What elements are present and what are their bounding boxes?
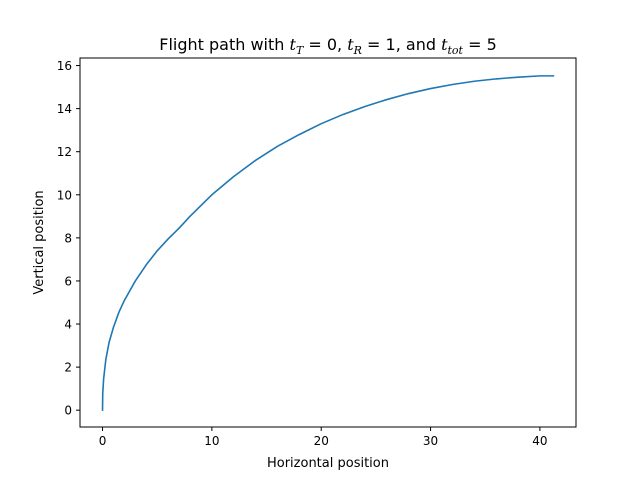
y-axis-label: Vertical position — [32, 190, 47, 294]
y-tick-label: 16 — [57, 59, 72, 73]
y-tick-label: 6 — [64, 274, 72, 288]
x-axis-label: Horizontal position — [267, 456, 389, 471]
y-axis-ticks: 0 2 4 6 8 10 12 14 16 — [57, 59, 80, 418]
title-equation: = 1, and — [362, 35, 441, 54]
title-subscript: T — [296, 44, 305, 57]
plot-area-frame — [79, 57, 577, 428]
title-text: Flight path with — [159, 35, 289, 54]
y-tick-label: 2 — [64, 361, 72, 375]
y-tick-label: 10 — [57, 188, 72, 202]
series-line-0 — [101, 75, 555, 412]
x-tick-label: 0 — [99, 434, 107, 448]
chart-title: Flight path with tT = 0, tR = 1, and tto… — [159, 35, 497, 57]
title-variable: t — [290, 35, 297, 54]
y-tick-label: 8 — [64, 231, 72, 245]
x-axis-ticks: 0 10 20 30 40 — [99, 427, 548, 448]
plot-line-layer — [101, 75, 555, 412]
y-tick-label: 14 — [57, 102, 72, 116]
title-equation: = 0, — [303, 35, 347, 54]
title-variable: t — [347, 35, 354, 54]
title-equation: = 5 — [463, 35, 497, 54]
x-tick-label: 20 — [314, 434, 329, 448]
y-tick-label: 4 — [64, 318, 72, 332]
x-tick-label: 40 — [532, 434, 547, 448]
y-tick-label: 12 — [57, 145, 72, 159]
title-variable: t — [441, 35, 448, 54]
x-tick-label: 30 — [423, 434, 438, 448]
y-tick-label: 0 — [64, 404, 72, 418]
title-subscript: tot — [448, 44, 464, 57]
title-subscript: R — [353, 44, 362, 57]
x-tick-label: 10 — [204, 434, 219, 448]
